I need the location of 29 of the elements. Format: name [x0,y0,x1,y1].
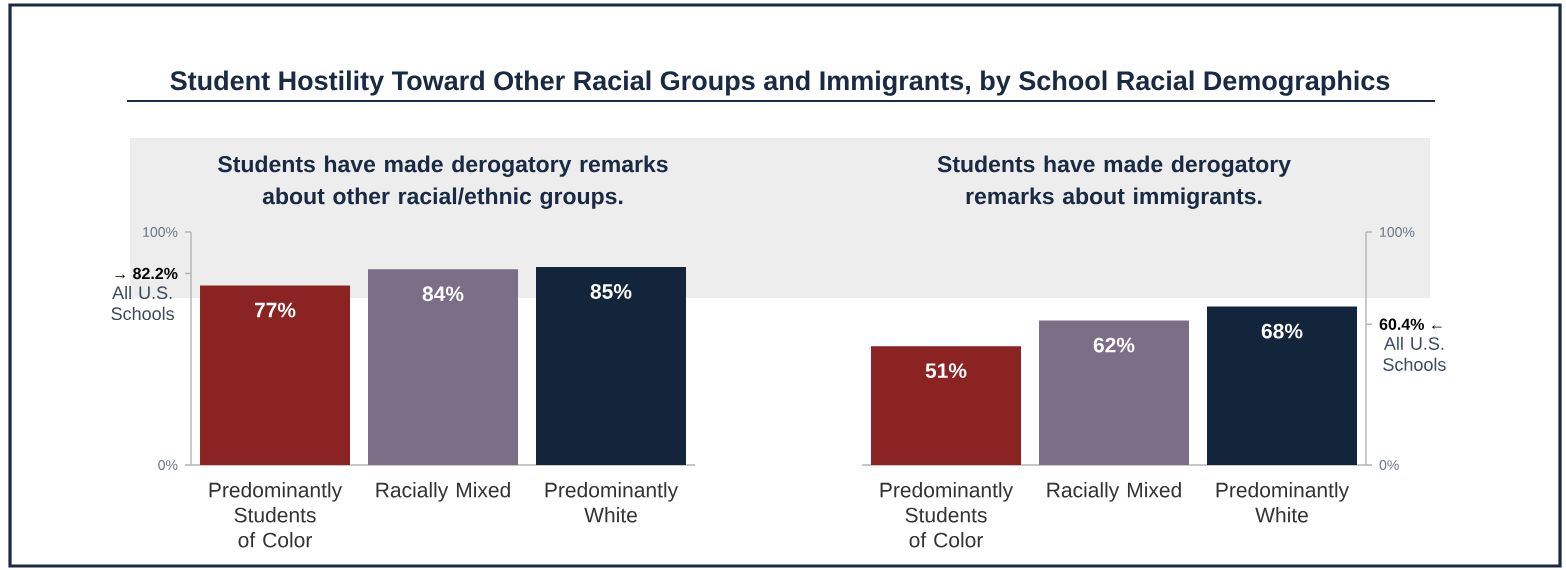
x-tick-label: Racially Mixed [1047,482,1181,502]
bar [871,346,1022,466]
chart-subtitle: Students have made derogatory remarks about other racial/ethnic groups. [218,155,668,209]
y-tick-label: 0% [158,460,178,470]
y-tick-label: 100% [143,227,178,237]
x-tick-label: Predominantly Students of Color [880,482,1014,548]
data-label: 77% [254,302,296,318]
text: All U.S. Schools [1383,336,1446,371]
text: All U.S. Schools [111,285,174,321]
bar [1039,320,1190,466]
y2-tick-label: 100% [1380,227,1415,237]
bar [536,266,687,466]
data-label: 68% [1261,323,1303,339]
y2-tick-label: 60.4% ← [1379,318,1442,330]
data-label: 62% [1093,337,1135,353]
bar [368,269,519,466]
chart-subtitle: Students have made derogatory remarks about immigrants. [937,155,1291,209]
x-tick-label: Predominantly White [1216,482,1350,523]
x-tick-label: Predominantly White [545,482,679,523]
bar [1207,306,1358,466]
y2-tick-label: 0% [1379,460,1399,470]
y-tick-label: → 82.2% [115,267,178,280]
data-label: 85% [590,284,632,299]
text: Student Hostility Toward Other Racial Groups and Immigrants, by School Racial Demographics [170,70,1390,96]
x-tick-label: Predominantly Students of Color [209,482,343,548]
bar [200,285,351,466]
data-label: 51% [925,363,967,379]
data-label: 84% [422,286,464,302]
x-tick-label: Racially Mixed [376,482,510,502]
